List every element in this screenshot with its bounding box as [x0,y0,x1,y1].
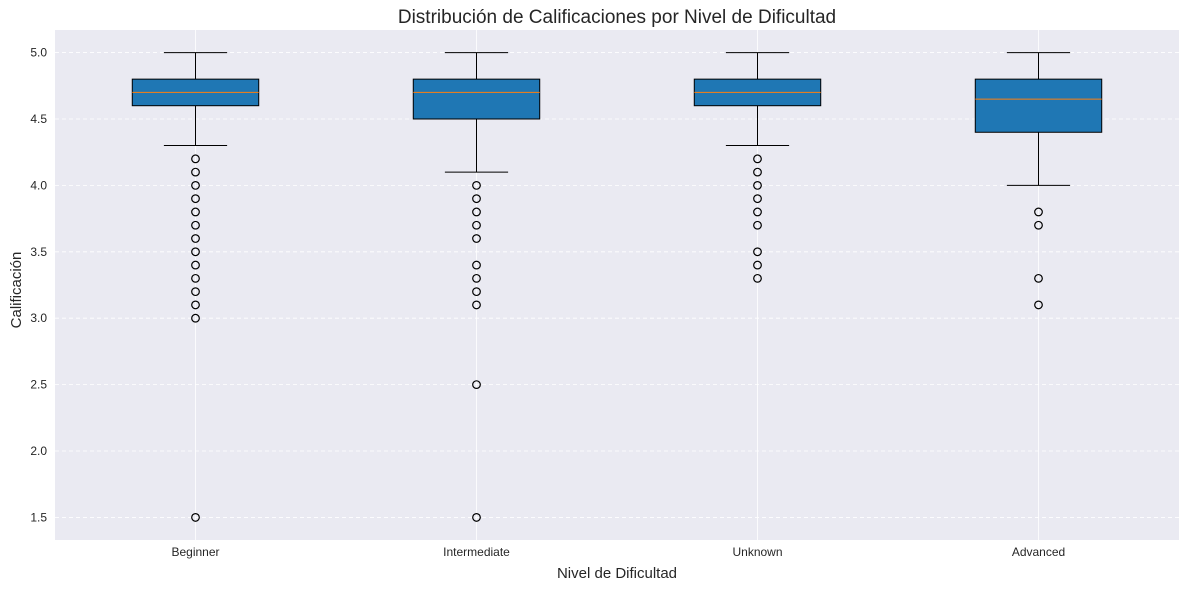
outlier-point [191,287,200,297]
x-tick-label: Advanced [1012,545,1065,559]
outlier-point [753,194,762,204]
box-iqr [974,78,1103,133]
outlier-point [753,220,762,230]
outlier-point [472,220,481,230]
y-tick-label: 4.0 [30,178,47,192]
outlier-point [191,300,200,310]
chart-title: Distribución de Calificaciones por Nivel… [398,7,836,28]
outlier-point [472,287,481,297]
outlier-point [1034,207,1043,217]
outlier-point [753,154,762,164]
outlier-point [472,513,481,522]
outlier-point [191,234,200,243]
outlier-point [472,300,481,310]
y-tick-label: 4.5 [30,112,47,126]
outlier-point [753,180,762,190]
boxes [131,52,1103,522]
outlier-point [472,180,481,190]
outlier-point [1034,300,1043,310]
outlier-point [191,513,200,522]
outlier-point [191,194,200,204]
grid [55,30,1179,540]
outlier-point [1034,273,1043,283]
outlier-point [191,247,200,257]
box-iqr [412,78,541,120]
outlier-point [191,220,200,230]
outlier-point [191,207,200,217]
outlier-point [191,180,200,190]
x-axis-label: Nivel de Dificultad [557,565,677,582]
outlier-point [191,260,200,270]
outlier-point [472,260,481,270]
y-tick-label: 3.0 [30,311,47,325]
outlier-point [753,167,762,177]
x-tick-label: Unknown [732,545,782,559]
y-tick-label: 2.0 [30,444,47,458]
ticks: 1.5 2.0 2.5 3.0 3.5 4.0 4.5 5.0 Beginner Intermed… [30,46,1065,559]
y-tick-label: 2.5 [30,378,47,392]
outlier-point [753,273,762,283]
y-tick-label: 5.0 [30,46,47,60]
outlier-point [191,154,200,164]
outlier-point [753,247,762,257]
outlier-point [472,380,481,390]
x-tick-label: Beginner [171,545,219,559]
outlier-point [1034,220,1043,230]
outlier-point [472,194,481,204]
outlier-point [753,260,762,270]
y-tick-label: 1.5 [30,510,47,524]
outlier-point [191,167,200,177]
outlier-point [472,273,481,283]
x-tick-label: Intermediate [443,545,510,559]
outlier-point [191,313,200,323]
outlier-point [472,207,481,217]
y-axis-label: Calificación [8,252,25,329]
outlier-point [753,207,762,217]
y-tick-label: 3.5 [30,245,47,259]
outlier-point [191,273,200,283]
outlier-point [472,234,481,243]
